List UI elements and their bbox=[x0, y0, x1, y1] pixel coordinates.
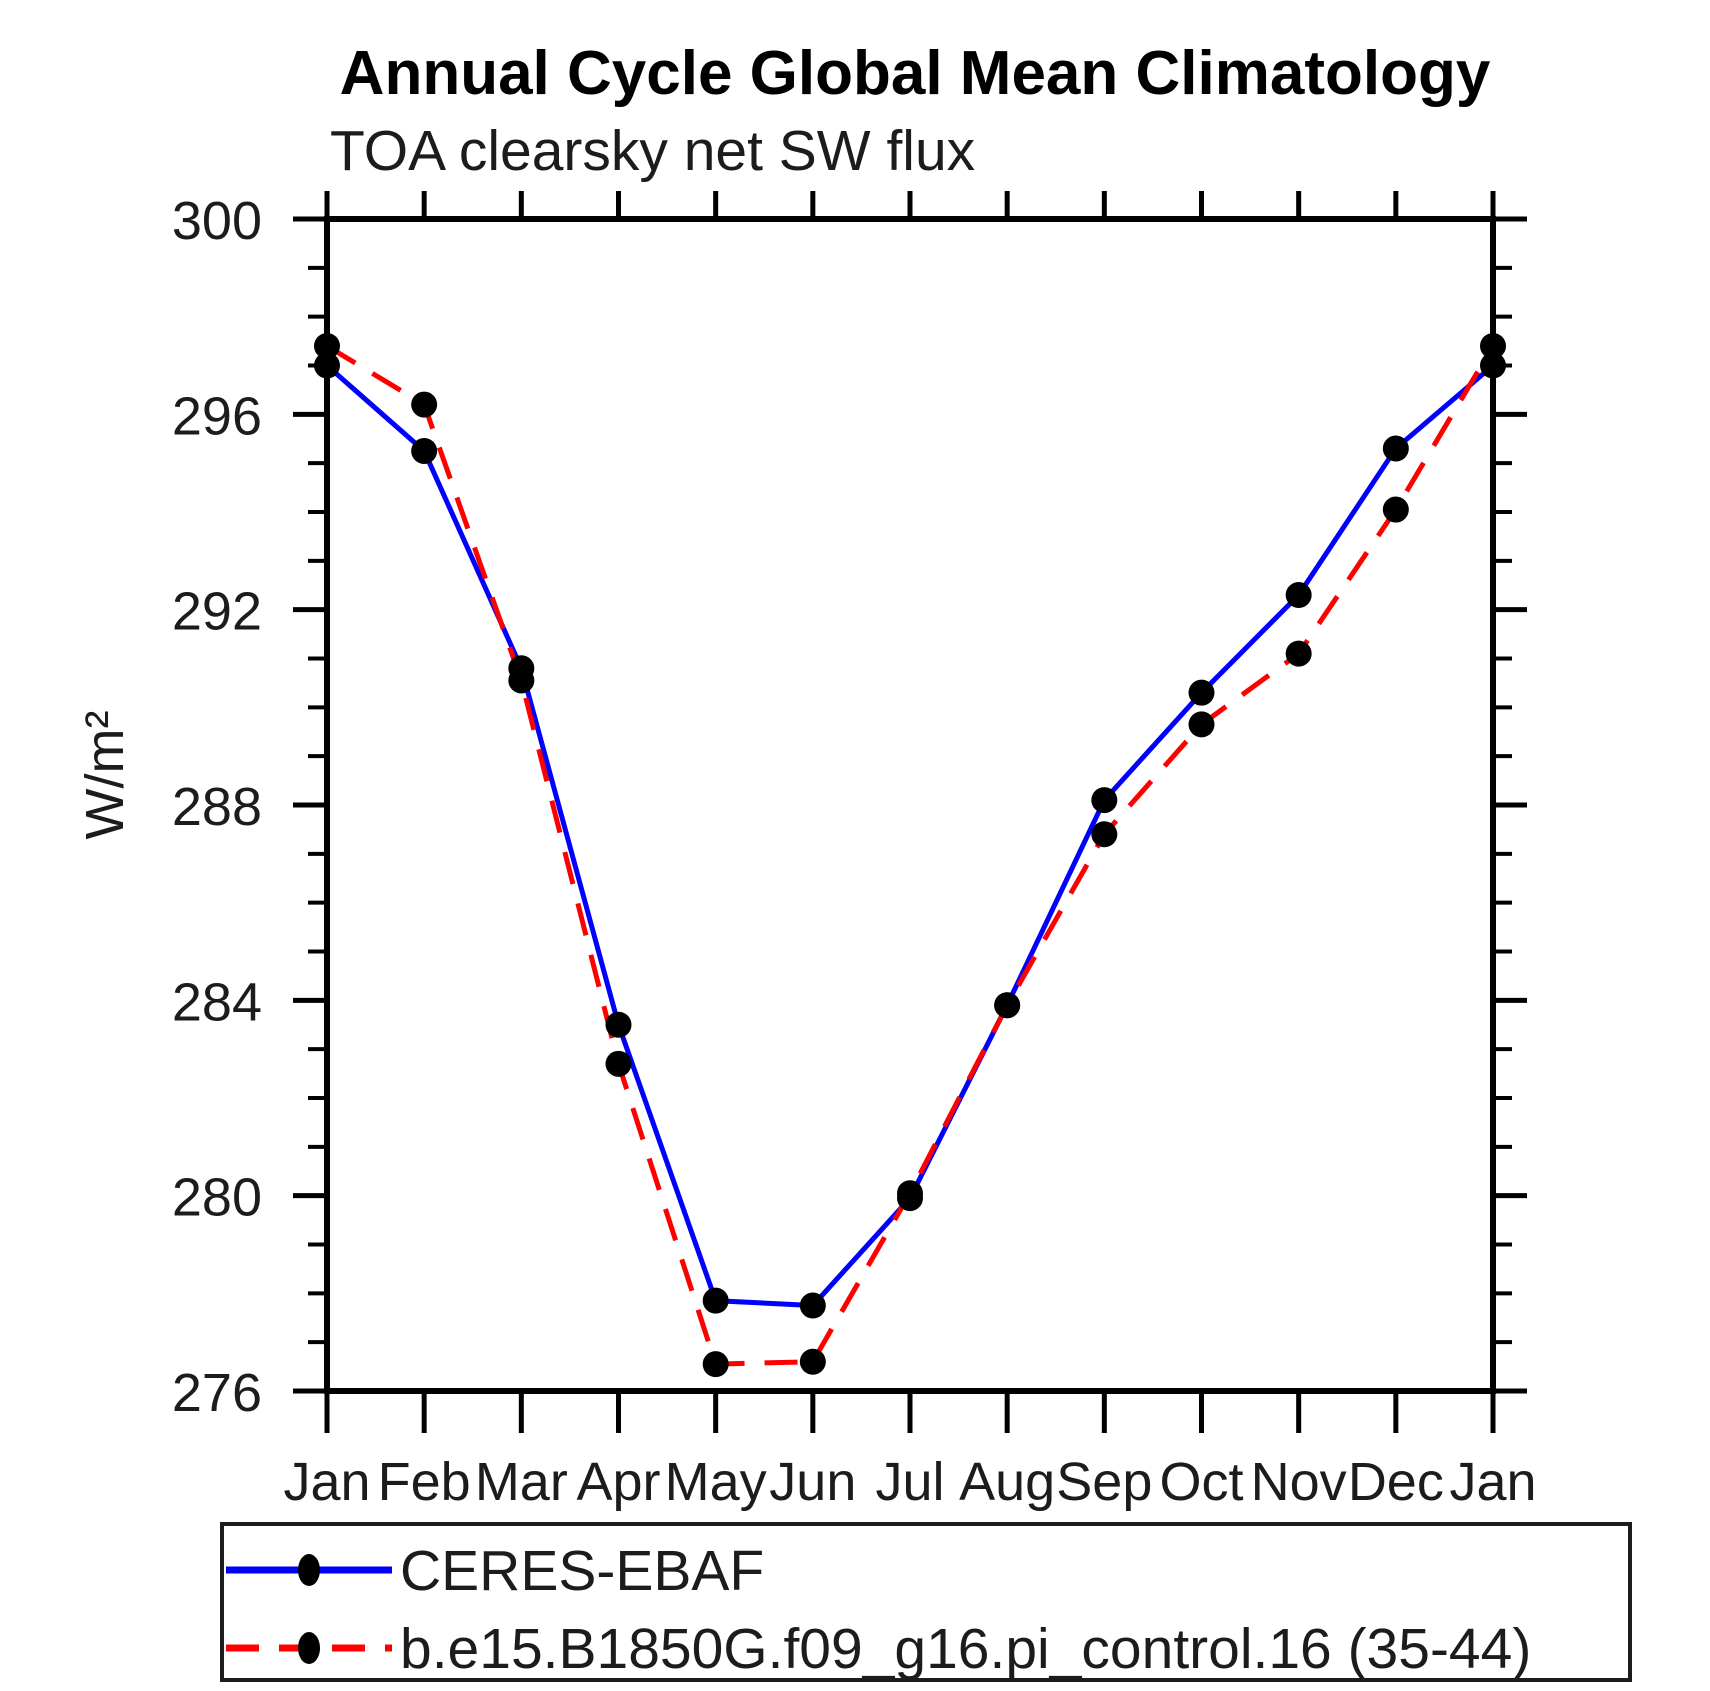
data-point-marker bbox=[1382, 496, 1409, 523]
x-tick-label: Jan bbox=[283, 1452, 370, 1512]
data-point-marker bbox=[1285, 582, 1312, 609]
data-point-marker bbox=[508, 667, 535, 694]
y-tick-label: 276 bbox=[172, 1363, 262, 1423]
data-point-marker bbox=[1382, 435, 1409, 462]
data-point-marker bbox=[314, 332, 340, 359]
data-point-marker bbox=[605, 1050, 632, 1077]
x-tick-label: Jun bbox=[769, 1452, 856, 1512]
data-point-marker bbox=[411, 391, 438, 418]
legend-marker-dot bbox=[298, 1554, 320, 1586]
plot-frame bbox=[324, 216, 1496, 1394]
data-point-marker bbox=[1480, 332, 1506, 359]
x-tick-label: Jan bbox=[1449, 1452, 1536, 1512]
data-point-marker bbox=[799, 1292, 826, 1319]
data-point-marker bbox=[605, 1011, 632, 1038]
x-tick-label: Oct bbox=[1159, 1452, 1243, 1512]
y-tick-label: 292 bbox=[172, 582, 262, 642]
x-tick-label: Aug bbox=[959, 1452, 1055, 1512]
y-axis-label: W/m² bbox=[75, 711, 135, 840]
x-tick-label: Apr bbox=[576, 1452, 660, 1512]
legend-item-ceres-ebaf: CERES-EBAF bbox=[226, 1539, 764, 1603]
data-point-marker bbox=[994, 992, 1021, 1019]
series-layer bbox=[314, 332, 1506, 1378]
legend-label: CERES-EBAF bbox=[400, 1539, 764, 1603]
data-point-marker bbox=[314, 352, 340, 379]
y-tick-label: 288 bbox=[172, 777, 262, 837]
data-point-marker bbox=[1188, 679, 1215, 706]
data-point-marker bbox=[897, 1180, 923, 1207]
y-tick-label: 284 bbox=[172, 972, 262, 1032]
data-point-marker bbox=[411, 437, 438, 464]
legend: CERES-EBAF b.e15.B1850G.f09_g16.pi_contr… bbox=[220, 1522, 1632, 1682]
data-point-marker bbox=[1188, 711, 1215, 738]
legend-box bbox=[220, 1522, 1632, 1682]
y-tick-label: 296 bbox=[172, 386, 262, 446]
axes-layer: Jan Feb Mar Apr May Jun Jul Aug Sep Oct Nov Dec Jan2… bbox=[172, 191, 1537, 1512]
x-tick-label: Dec bbox=[1348, 1452, 1444, 1512]
series-line-ceres-ebaf bbox=[325, 363, 1495, 1309]
x-tick-label: Jul bbox=[875, 1452, 944, 1512]
x-tick-label: Feb bbox=[378, 1452, 471, 1512]
legend-label: b.e15.B1850G.f09_g16.pi_control.16 (35-4… bbox=[400, 1617, 1531, 1681]
chart-title: Annual Cycle Global Mean Climatology bbox=[340, 39, 1491, 108]
data-point-marker bbox=[799, 1348, 826, 1375]
x-tick-label: May bbox=[665, 1452, 767, 1512]
y-tick-label: 280 bbox=[172, 1168, 262, 1228]
chart-subtitle: TOA clearsky net SW flux bbox=[330, 119, 975, 183]
x-tick-label: Nov bbox=[1251, 1452, 1347, 1512]
y-tick-label: 300 bbox=[172, 191, 262, 251]
data-point-marker bbox=[1091, 787, 1118, 814]
data-point-marker bbox=[1480, 352, 1506, 379]
legend-item-model: b.e15.B1850G.f09_g16.pi_control.16 (35-4… bbox=[226, 1617, 1531, 1681]
x-tick-label: Mar bbox=[475, 1452, 568, 1512]
series-line-model bbox=[325, 343, 1496, 1367]
legend-marker-dot bbox=[298, 1632, 320, 1664]
data-point-marker bbox=[702, 1287, 729, 1314]
data-point-marker bbox=[702, 1351, 729, 1378]
data-point-marker bbox=[1285, 640, 1312, 667]
x-tick-label: Sep bbox=[1056, 1452, 1152, 1512]
data-point-marker bbox=[1091, 821, 1118, 848]
